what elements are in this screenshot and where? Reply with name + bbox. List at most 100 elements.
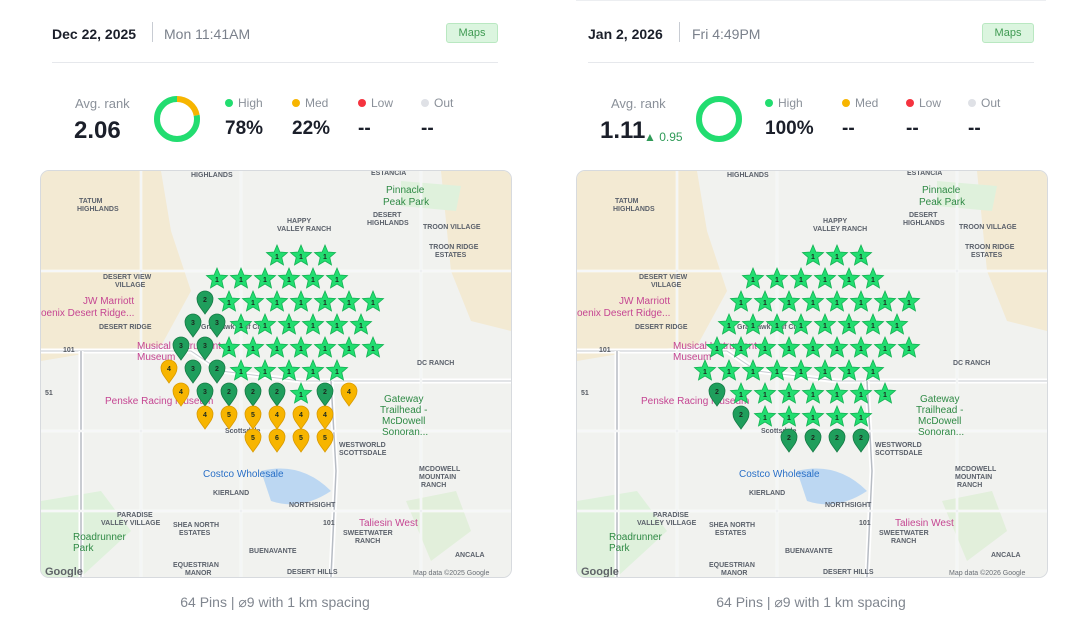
rank-pin[interactable]: 1 bbox=[229, 358, 253, 381]
rank-pin[interactable]: 2 bbox=[732, 405, 750, 430]
rank-pin[interactable]: 4 bbox=[316, 405, 334, 430]
rank-pin[interactable]: 1 bbox=[289, 243, 313, 266]
rank-pin[interactable]: 1 bbox=[765, 358, 789, 381]
rank-pin[interactable]: 1 bbox=[753, 335, 777, 358]
rank-pin[interactable]: 1 bbox=[825, 381, 849, 404]
rank-pin[interactable]: 1 bbox=[265, 243, 289, 266]
rank-pin[interactable]: 1 bbox=[801, 243, 825, 266]
rank-pin[interactable]: 1 bbox=[313, 243, 337, 266]
rank-pin[interactable]: 4 bbox=[172, 382, 190, 407]
rank-pin[interactable]: 4 bbox=[196, 405, 214, 430]
rank-pin[interactable]: 1 bbox=[873, 289, 897, 312]
rank-pin[interactable]: 1 bbox=[777, 289, 801, 312]
rank-pin[interactable]: 1 bbox=[825, 335, 849, 358]
rank-pin[interactable]: 1 bbox=[789, 358, 813, 381]
rank-pin[interactable]: 1 bbox=[789, 312, 813, 335]
rank-pin[interactable]: 1 bbox=[813, 312, 837, 335]
rank-pin[interactable]: 1 bbox=[313, 289, 337, 312]
rank-pin[interactable]: 3 bbox=[208, 313, 226, 338]
rank-pin[interactable]: 1 bbox=[325, 312, 349, 335]
rank-pin[interactable]: 1 bbox=[873, 381, 897, 404]
rank-pin[interactable]: 1 bbox=[741, 358, 765, 381]
rank-pin[interactable]: 3 bbox=[172, 336, 190, 361]
rank-pin[interactable]: 1 bbox=[241, 289, 265, 312]
rank-pin[interactable]: 1 bbox=[289, 381, 313, 404]
rank-pin[interactable]: 1 bbox=[801, 289, 825, 312]
rank-pin[interactable]: 1 bbox=[277, 266, 301, 289]
rank-pin[interactable]: 5 bbox=[316, 428, 334, 453]
rank-pin[interactable]: 1 bbox=[325, 358, 349, 381]
rank-pin[interactable]: 1 bbox=[229, 312, 253, 335]
rank-pin[interactable]: 2 bbox=[708, 382, 726, 407]
rank-pin[interactable]: 1 bbox=[253, 312, 277, 335]
rank-pin[interactable]: 1 bbox=[861, 266, 885, 289]
rank-pin[interactable]: 1 bbox=[837, 266, 861, 289]
rank-pin[interactable]: 1 bbox=[253, 266, 277, 289]
rank-pin[interactable]: 1 bbox=[301, 358, 325, 381]
rank-pin[interactable]: 1 bbox=[705, 335, 729, 358]
rank-pin[interactable]: 1 bbox=[837, 358, 861, 381]
rank-pins[interactable]: 1 1 1 1 1 1 1 1 1 2 1 1 1 1 1 1 1 3 3 1 1 1 1 1 1 3 3 1 1 1 1 1 1 1 4 3 2 1 1 1… bbox=[160, 243, 385, 453]
rank-pin[interactable]: 4 bbox=[268, 405, 286, 430]
rank-pin[interactable]: 1 bbox=[325, 266, 349, 289]
rank-pin[interactable]: 1 bbox=[337, 335, 361, 358]
rank-pin[interactable]: 1 bbox=[217, 335, 241, 358]
rank-pin[interactable]: 1 bbox=[289, 289, 313, 312]
rank-pin[interactable]: 2 bbox=[316, 382, 334, 407]
rank-pin[interactable]: 1 bbox=[849, 404, 873, 427]
rank-pin[interactable]: 1 bbox=[825, 289, 849, 312]
rank-pin[interactable]: 1 bbox=[861, 358, 885, 381]
rank-pin[interactable]: 1 bbox=[825, 243, 849, 266]
rank-pin[interactable]: 2 bbox=[220, 382, 238, 407]
rank-pin[interactable]: 1 bbox=[825, 404, 849, 427]
rank-pin[interactable]: 1 bbox=[789, 266, 813, 289]
rank-pin[interactable]: 1 bbox=[801, 335, 825, 358]
rank-pin[interactable]: 1 bbox=[729, 289, 753, 312]
rank-pin[interactable]: 1 bbox=[717, 358, 741, 381]
rank-pin[interactable]: 1 bbox=[277, 358, 301, 381]
rank-pin[interactable]: 1 bbox=[765, 312, 789, 335]
rank-pin[interactable]: 1 bbox=[801, 381, 825, 404]
rank-pin[interactable]: 2 bbox=[804, 428, 822, 453]
rank-pin[interactable]: 1 bbox=[289, 335, 313, 358]
rank-map[interactable]: HIGHLANDS ESTANCIA Pinnacle Peak Park TATUM H… bbox=[576, 170, 1048, 578]
rank-pin[interactable]: 1 bbox=[753, 404, 777, 427]
rank-pin[interactable]: 1 bbox=[861, 312, 885, 335]
rank-pin[interactable]: 1 bbox=[765, 266, 789, 289]
rank-pin[interactable]: 1 bbox=[313, 335, 337, 358]
rank-pin[interactable]: 1 bbox=[729, 381, 753, 404]
rank-pin[interactable]: 6 bbox=[268, 428, 286, 453]
rank-pin[interactable]: 1 bbox=[813, 358, 837, 381]
rank-pin[interactable]: 4 bbox=[160, 359, 178, 384]
rank-pin[interactable]: 2 bbox=[244, 382, 262, 407]
rank-pin[interactable]: 2 bbox=[780, 428, 798, 453]
rank-pin[interactable]: 1 bbox=[253, 358, 277, 381]
rank-pin[interactable]: 1 bbox=[777, 381, 801, 404]
rank-pin[interactable]: 5 bbox=[220, 405, 238, 430]
rank-pin[interactable]: 1 bbox=[349, 312, 373, 335]
rank-pin[interactable]: 2 bbox=[268, 382, 286, 407]
rank-pin[interactable]: 1 bbox=[837, 312, 861, 335]
rank-pin[interactable]: 1 bbox=[897, 335, 921, 358]
maps-badge[interactable]: Maps bbox=[446, 23, 498, 43]
rank-pin[interactable]: 1 bbox=[241, 335, 265, 358]
rank-pin[interactable]: 1 bbox=[337, 289, 361, 312]
rank-pin[interactable]: 1 bbox=[229, 266, 253, 289]
rank-pin[interactable]: 5 bbox=[244, 405, 262, 430]
rank-pin[interactable]: 4 bbox=[340, 382, 358, 407]
rank-pin[interactable]: 1 bbox=[741, 312, 765, 335]
rank-pin[interactable]: 1 bbox=[301, 266, 325, 289]
rank-pin[interactable]: 1 bbox=[849, 335, 873, 358]
rank-pin[interactable]: 1 bbox=[801, 404, 825, 427]
rank-pin[interactable]: 1 bbox=[777, 335, 801, 358]
rank-pin[interactable]: 1 bbox=[693, 358, 717, 381]
rank-pin[interactable]: 1 bbox=[265, 289, 289, 312]
rank-pin[interactable]: 2 bbox=[196, 290, 214, 315]
rank-pin[interactable]: 1 bbox=[813, 266, 837, 289]
rank-pin[interactable]: 1 bbox=[741, 266, 765, 289]
rank-map[interactable]: HIGHLANDS ESTANCIA Pinnacle Peak Park TATUM H… bbox=[40, 170, 512, 578]
rank-pin[interactable]: 2 bbox=[828, 428, 846, 453]
rank-pin[interactable]: 1 bbox=[277, 312, 301, 335]
